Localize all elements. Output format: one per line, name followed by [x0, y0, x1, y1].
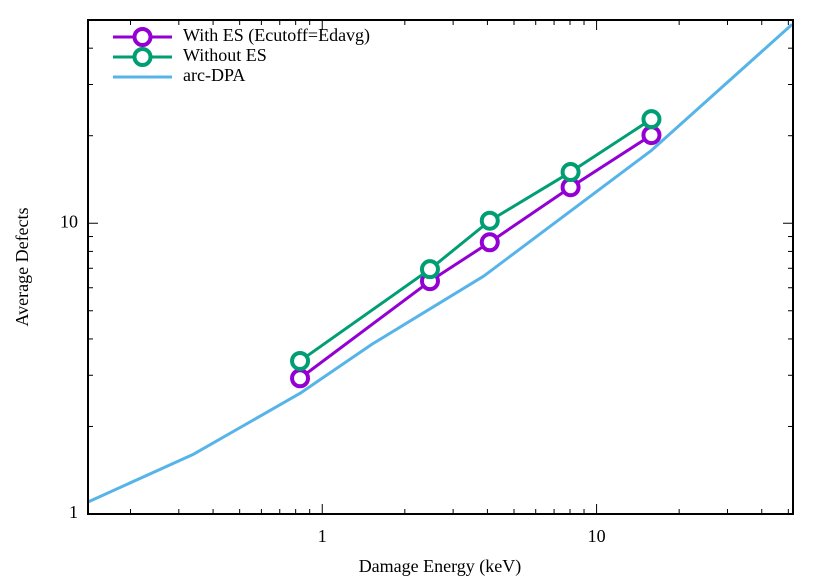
legend-label: With ES (Ecutoff=Edavg): [183, 25, 370, 46]
data-point: [419, 259, 440, 280]
data-point: [290, 350, 311, 371]
y-axis-label: Average Defects: [12, 207, 32, 326]
y-tick-label: 10: [60, 211, 78, 231]
data-point: [479, 210, 500, 231]
legend-marker: [132, 47, 153, 67]
data-point: [641, 125, 662, 146]
series-line: [87, 23, 794, 504]
legend-marker: [132, 27, 153, 47]
series-line: [299, 133, 653, 380]
y-tick-label: 1: [69, 502, 78, 522]
series-line: [299, 117, 653, 363]
legend-label: arc-DPA: [183, 65, 245, 85]
data-point: [560, 162, 581, 183]
x-tick-label: 10: [588, 526, 606, 546]
data-point: [641, 109, 662, 130]
legend-label: Without ES: [183, 45, 267, 65]
data-point: [479, 232, 500, 253]
x-tick-label: 1: [318, 526, 327, 546]
data-point: [290, 368, 311, 389]
x-axis-label: Damage Energy (keV): [359, 556, 522, 577]
plot-frame: [87, 19, 794, 515]
